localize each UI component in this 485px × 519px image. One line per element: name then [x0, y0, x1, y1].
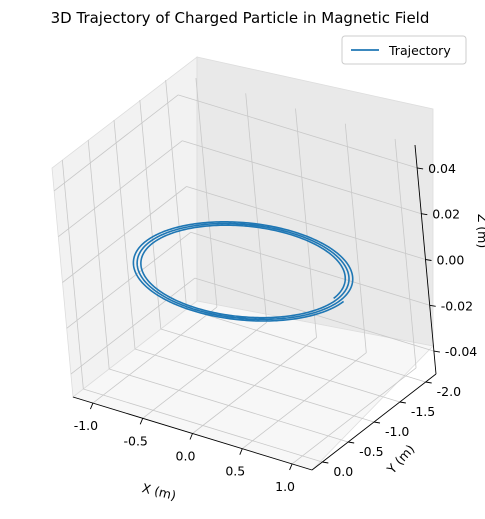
x-tick-label: -1.0 — [74, 418, 98, 433]
z-tick-mark — [417, 167, 424, 170]
y-tick-mark — [425, 381, 432, 384]
x-tick-label: -0.5 — [124, 433, 148, 448]
z-tick-label: -0.02 — [441, 298, 473, 313]
y-tick-mark — [348, 441, 355, 444]
x-tick-mark — [90, 402, 94, 410]
grid-line-z-left — [66, 231, 191, 329]
z-tick-mark — [433, 350, 440, 353]
z-tick-label: 0.04 — [428, 161, 456, 176]
axis-lines — [72, 144, 440, 471]
z-tick-mark — [421, 213, 428, 216]
grid-line-z-back — [190, 231, 430, 306]
y-tick-label: -1.0 — [385, 424, 409, 439]
legend-entry-trajectory: Trajectory — [388, 43, 451, 58]
grid-line-y-floor — [109, 368, 349, 443]
z-tick-label: -0.04 — [445, 344, 477, 359]
grid-line-y-floor — [186, 308, 426, 383]
grid-line-z-left — [62, 186, 187, 283]
grid-line-z-left — [70, 277, 196, 375]
y-tick-mark — [399, 401, 406, 404]
x-tick-label: 0.0 — [176, 449, 196, 464]
pane-back — [196, 56, 434, 347]
grid-lines — [53, 78, 435, 465]
y-tick-label: -0.5 — [359, 444, 383, 459]
grid-line-z-left — [58, 140, 183, 238]
series-trajectory-line — [132, 221, 354, 322]
grid-line-y-floor — [83, 388, 323, 463]
tick-labels: -1.0-0.50.00.51.00.0-0.5-1.0-1.5-2.00.04… — [74, 161, 478, 494]
legend: Trajectory — [341, 35, 467, 65]
x-axis-label: X (m) — [141, 480, 178, 503]
y-tick-mark — [322, 461, 329, 464]
z-tick-mark — [425, 259, 432, 261]
chart-title: 3D Trajectory of Charged Particle in Mag… — [51, 9, 430, 27]
x-tick-label: 1.0 — [275, 479, 295, 494]
z-tick-label: 0.00 — [437, 253, 465, 268]
x-tick-mark — [139, 418, 144, 425]
x-tick-mark — [239, 448, 243, 455]
y-tick-mark — [373, 421, 381, 424]
z-axis-label: Z (m) — [475, 214, 485, 248]
grid-line-z-back — [182, 140, 422, 215]
x-tick-label: 0.5 — [225, 464, 245, 479]
grid-line-z-left — [53, 94, 179, 192]
grid-line-z-back — [177, 94, 418, 169]
x-tick-mark — [289, 463, 293, 471]
z-tick-mark — [429, 304, 436, 307]
x-tick-mark — [189, 433, 193, 440]
z-tick-label: 0.02 — [432, 207, 460, 222]
y-tick-label: -1.5 — [411, 404, 435, 419]
y-tick-label: -2.0 — [437, 384, 461, 399]
y-axis-label: Y (m) — [383, 442, 417, 478]
legend-box — [341, 35, 467, 65]
grid-line-y-floor — [134, 348, 375, 423]
grid-line-y-floor — [160, 328, 400, 403]
grid-line-z-back — [186, 186, 426, 260]
y-tick-label: 0.0 — [333, 464, 353, 479]
